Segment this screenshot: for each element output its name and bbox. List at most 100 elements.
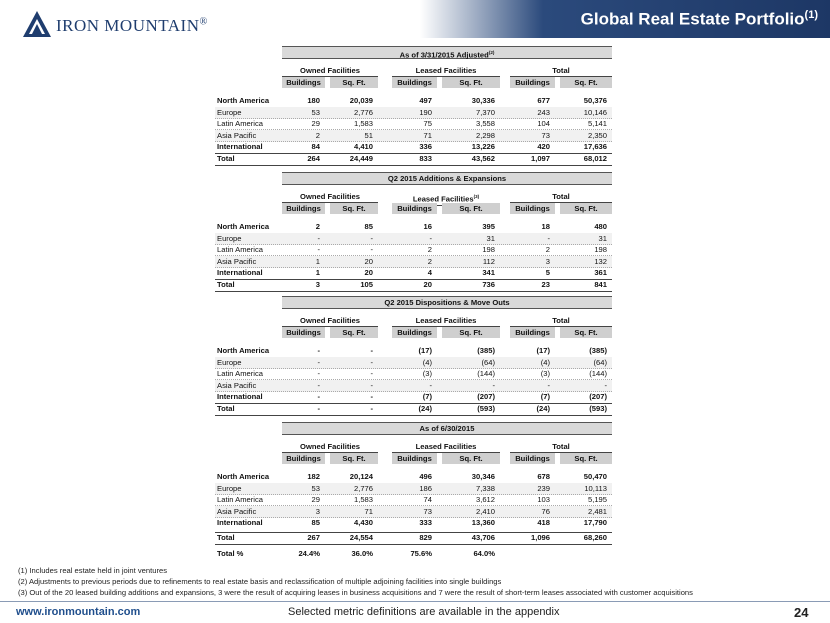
row-label: Europe xyxy=(217,233,242,243)
row-value: 198 xyxy=(594,245,607,254)
group-header: Leased Facilities xyxy=(392,315,500,327)
group-label: Total xyxy=(552,66,570,75)
row-value: 50,470 xyxy=(583,472,607,481)
row-value: (385) xyxy=(589,346,607,355)
row-label: Total xyxy=(217,280,235,289)
title-note: (1) xyxy=(804,9,818,21)
row-value: 2 xyxy=(315,222,320,231)
row-value: 833 xyxy=(419,154,432,163)
row-value: 75 xyxy=(423,119,432,128)
row-value: 1,583 xyxy=(353,495,373,504)
group-label: Owned Facilities xyxy=(300,192,360,201)
row-value: 132 xyxy=(594,256,607,266)
row-value: - xyxy=(317,369,320,378)
logo-text: IRON MOUNTAIN® xyxy=(56,16,208,36)
row-label: Asia Pacific xyxy=(217,256,257,266)
row-value: 4 xyxy=(427,268,432,277)
row-value: 496 xyxy=(419,472,432,481)
footer-line xyxy=(0,601,830,602)
row-value: (24) xyxy=(418,404,432,413)
row-value: 20,039 xyxy=(349,96,373,105)
row-value: 243 xyxy=(537,107,550,117)
subheader: Buildings xyxy=(282,77,325,88)
row-value: 2 xyxy=(427,256,432,266)
group-label: Leased Facilities xyxy=(415,316,477,325)
subheader: Buildings xyxy=(282,327,325,338)
row-value: 267 xyxy=(307,533,320,542)
row-label: Total % xyxy=(217,549,244,558)
group-label: Leased Facilities xyxy=(412,194,474,204)
subheader: Sq. Ft. xyxy=(560,327,612,338)
row-value: - xyxy=(604,380,607,390)
row-value: 51 xyxy=(364,130,373,140)
row-value: 30,346 xyxy=(471,472,495,481)
row-value: - xyxy=(370,346,373,355)
group-header: Total xyxy=(510,191,612,203)
row-label: Europe xyxy=(217,107,242,117)
row-value: 18 xyxy=(541,222,550,231)
row-value: 84 xyxy=(311,142,320,151)
row-value: - xyxy=(547,380,550,390)
row-value: 29 xyxy=(311,495,320,504)
section-title: As of 3/31/2015 Adjusted(2) xyxy=(282,46,612,60)
row-value: 198 xyxy=(482,245,495,254)
row-value: 1,096 xyxy=(530,533,550,542)
row-value: 3 xyxy=(315,506,320,516)
row-value: - xyxy=(317,380,320,390)
group-note: (3) xyxy=(473,194,480,199)
row-value: 4,410 xyxy=(353,142,373,151)
subheader: Buildings xyxy=(510,203,555,214)
group-label: Owned Facilities xyxy=(300,316,360,325)
row-value: 361 xyxy=(594,268,607,277)
row-value: (24) xyxy=(536,404,550,413)
row-value: 5,195 xyxy=(587,495,607,504)
row-label: International xyxy=(217,268,263,277)
row-label: Europe xyxy=(217,357,242,367)
row-value: - xyxy=(370,392,373,401)
row-value: 1,097 xyxy=(530,154,550,163)
subheader: Sq. Ft. xyxy=(442,327,500,338)
row-value: (7) xyxy=(422,392,432,401)
row-label: Latin America xyxy=(217,495,264,504)
row-label: North America xyxy=(217,96,270,105)
row-label: Asia Pacific xyxy=(217,380,257,390)
row-value: 64.0% xyxy=(473,549,495,558)
row-value: (593) xyxy=(589,404,607,413)
footer-url: www.ironmountain.com xyxy=(16,606,141,618)
row-label: International xyxy=(217,392,263,401)
row-value: 190 xyxy=(419,107,432,117)
row-value: 85 xyxy=(311,518,320,527)
row-value: 395 xyxy=(482,222,495,231)
row-value: - xyxy=(429,380,432,390)
row-value: 71 xyxy=(423,130,432,140)
subheader: Buildings xyxy=(392,453,437,464)
row-value: 182 xyxy=(307,472,320,481)
subheader: Sq. Ft. xyxy=(330,203,378,214)
row-value: - xyxy=(492,380,495,390)
subheader: Sq. Ft. xyxy=(560,453,612,464)
row-value: (144) xyxy=(477,369,495,378)
row-value: 264 xyxy=(307,154,320,163)
table-row xyxy=(215,379,612,392)
row-value: 678 xyxy=(537,472,550,481)
row-value: (4) xyxy=(422,357,432,367)
group-label: Total xyxy=(552,316,570,325)
row-value: 7,338 xyxy=(475,483,495,493)
row-value: 73 xyxy=(423,506,432,516)
group-header: Owned Facilities xyxy=(282,315,378,327)
row-value: 20 xyxy=(364,256,373,266)
row-value: 74 xyxy=(423,495,432,504)
group-header: Leased Facilities xyxy=(392,65,500,77)
footnote: (2) Adjustments to previous periods due … xyxy=(18,577,502,586)
row-value: 2 xyxy=(427,245,432,254)
row-value: 497 xyxy=(419,96,432,105)
row-value: - xyxy=(317,233,320,243)
row-value: 5,141 xyxy=(587,119,607,128)
group-label: Owned Facilities xyxy=(300,66,360,75)
row-value: 75.6% xyxy=(410,549,432,558)
row-value: 85 xyxy=(364,222,373,231)
subheader: Sq. Ft. xyxy=(330,77,378,88)
row-value: 31 xyxy=(598,233,607,243)
subheader: Sq. Ft. xyxy=(560,77,612,88)
row-value: 103 xyxy=(537,495,550,504)
